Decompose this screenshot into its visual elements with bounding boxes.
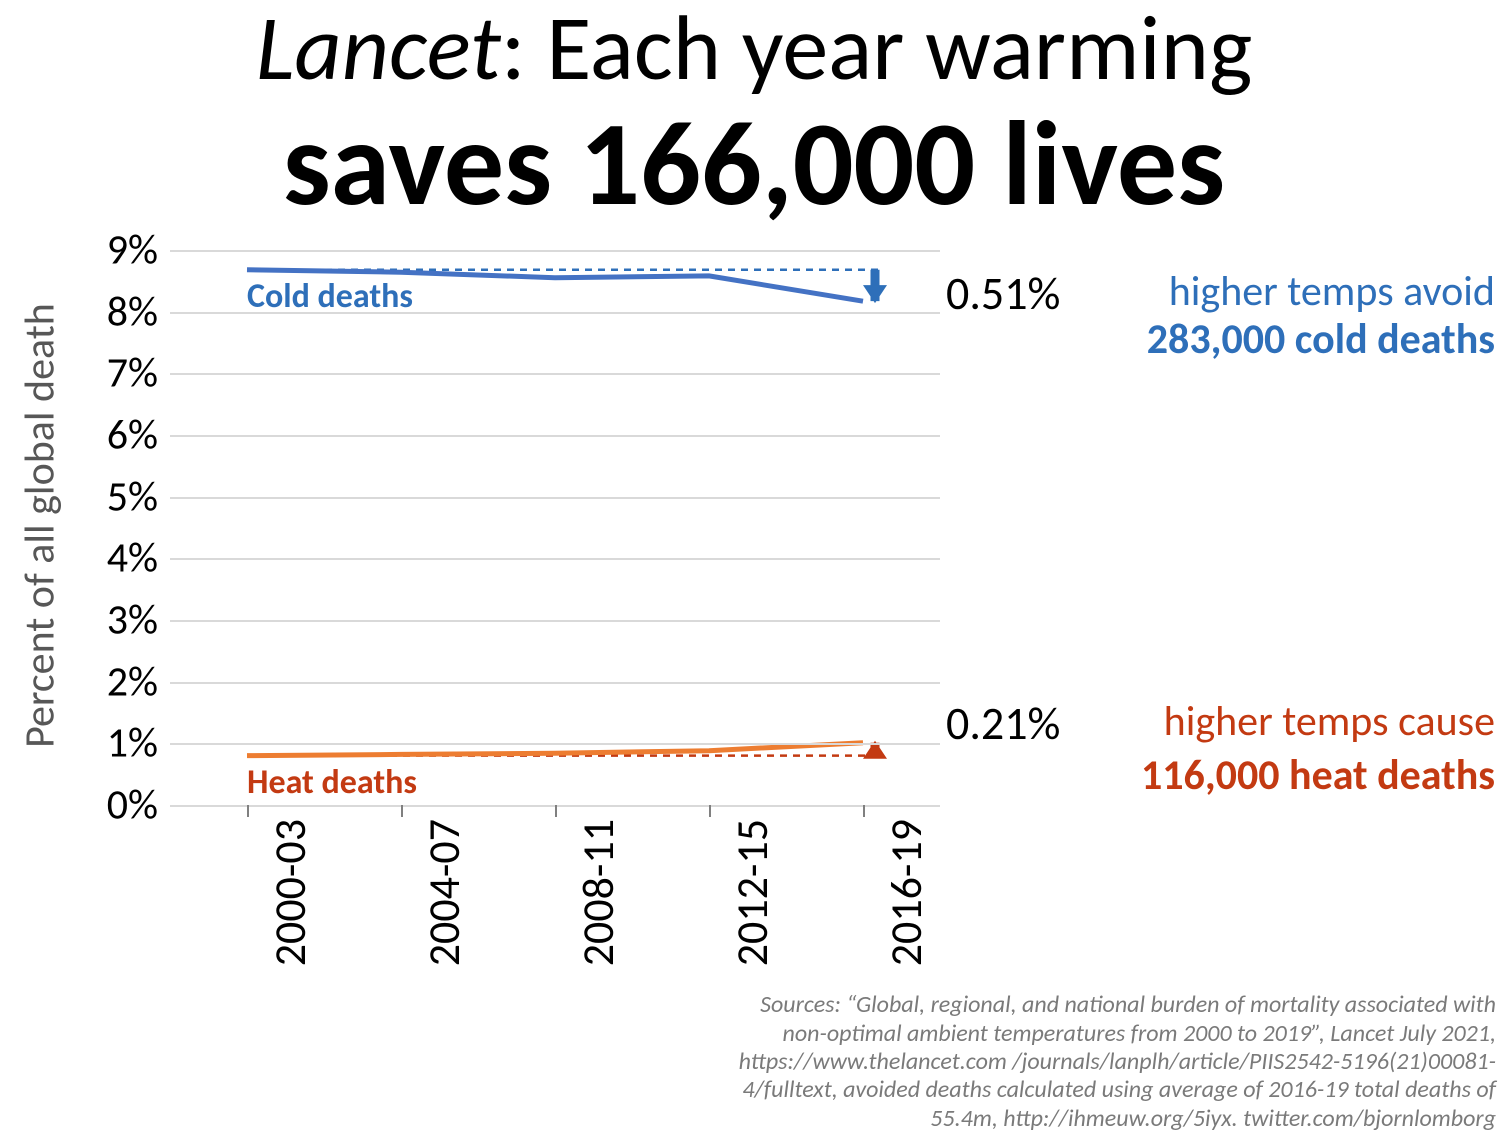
- gridline: [170, 373, 940, 375]
- cold-callout-line2: 283,000 cold deaths: [950, 316, 1495, 364]
- plot-area: Cold deaths Heat deaths 0%1%2%3%4%5%6%7%…: [170, 250, 940, 805]
- y-axis-title: Percent of all global death: [15, 186, 66, 866]
- gridline: [170, 435, 940, 437]
- heat-callout: 0.21% higher temps cause 116,000 heat de…: [950, 698, 1495, 801]
- sources-text: Sources: “Global, regional, and national…: [726, 991, 1496, 1133]
- heat-series-label: Heat deaths: [247, 762, 417, 803]
- y-tick-label: 5%: [107, 471, 158, 522]
- gridline: [170, 682, 940, 684]
- x-tick: [863, 805, 865, 817]
- title-line-2: saves 166,000 lives: [0, 101, 1508, 227]
- cold-callout: 0.51% higher temps avoid 283,000 cold de…: [950, 268, 1495, 365]
- x-tick-label: 2000-03: [263, 819, 317, 966]
- x-tick-label: 2004-07: [417, 819, 471, 966]
- heat-callout-line2: 116,000 heat deaths: [950, 752, 1495, 800]
- cold-change-pct: 0.51%: [946, 268, 1060, 321]
- chart-area: Percent of all global death Cold deaths …: [0, 240, 1508, 1145]
- y-tick-label: 2%: [107, 656, 158, 707]
- cold-series-label: Cold deaths: [247, 276, 413, 317]
- y-tick-label: 8%: [107, 286, 158, 337]
- x-tick-label: 2008-11: [571, 819, 625, 966]
- x-tick-label: 2012-15: [725, 819, 779, 966]
- gridline: [170, 620, 940, 622]
- gridline: [170, 250, 940, 252]
- y-tick-label: 1%: [107, 718, 158, 769]
- heat-change-pct: 0.21%: [946, 698, 1060, 751]
- x-tick: [709, 805, 711, 817]
- x-tick-label: 2016-19: [879, 819, 933, 966]
- title-rest: : Each year warming: [501, 0, 1252, 104]
- y-tick-label: 9%: [107, 225, 158, 276]
- x-tick: [247, 805, 249, 817]
- chart-title: Lancet: Each year warming saves 166,000 …: [0, 0, 1508, 227]
- y-tick-label: 7%: [107, 348, 158, 399]
- y-tick-label: 3%: [107, 595, 158, 646]
- gridline: [170, 743, 940, 745]
- y-tick-label: 6%: [107, 410, 158, 461]
- gridline: [170, 312, 940, 314]
- title-line-1: Lancet: Each year warming: [0, 0, 1508, 97]
- gridline: [170, 558, 940, 560]
- y-tick-label: 4%: [107, 533, 158, 584]
- x-tick: [401, 805, 403, 817]
- y-tick-label: 0%: [107, 780, 158, 831]
- title-italic: Lancet: [256, 0, 501, 104]
- gridline: [170, 497, 940, 499]
- x-tick: [555, 805, 557, 817]
- line-series-svg: [170, 250, 940, 805]
